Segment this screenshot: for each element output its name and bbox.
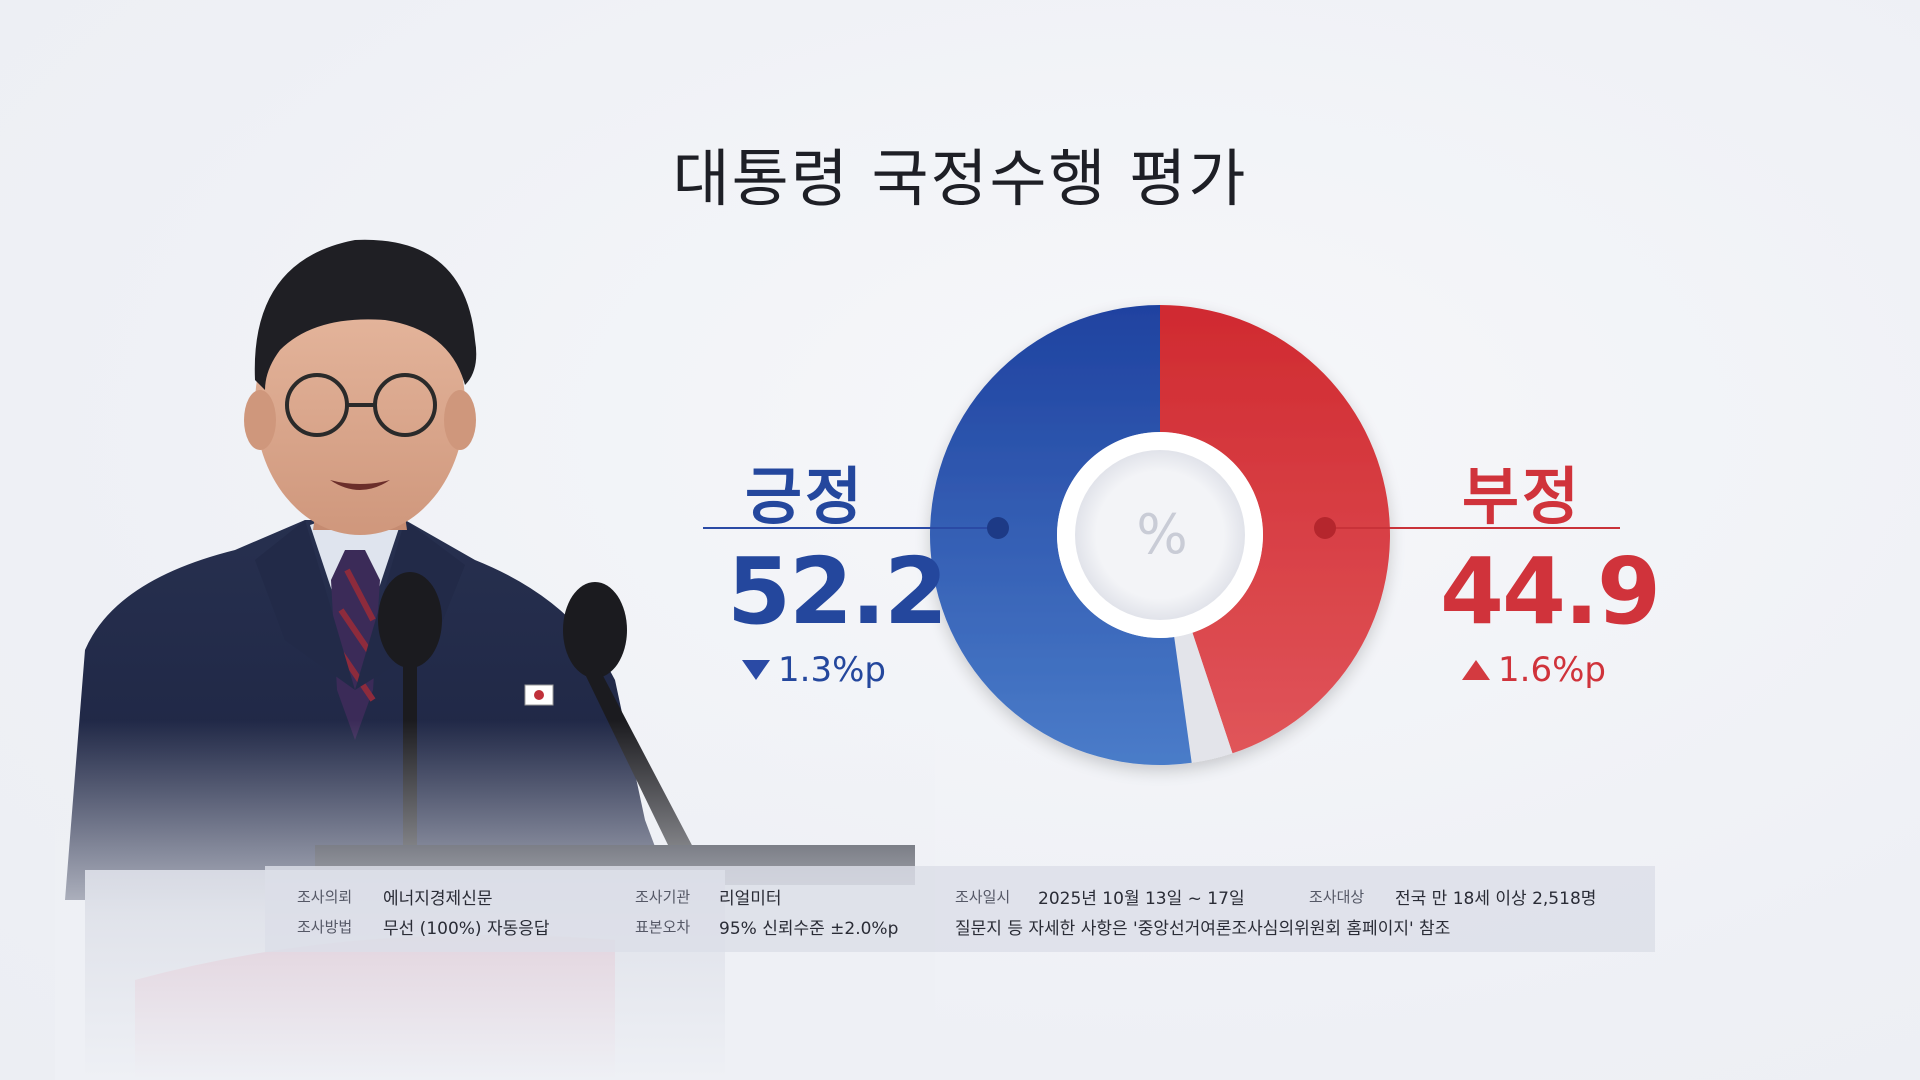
agency-value: 리얼미터: [719, 889, 782, 909]
up-triangle-icon: [1462, 660, 1490, 680]
sponsor-key: 조사의뢰: [297, 888, 353, 906]
error-key: 표본오차: [635, 918, 691, 936]
positive-change: 1.3%p: [742, 650, 886, 690]
negative-change-text: 1.6%p: [1498, 650, 1606, 690]
donut-slice-negative: [1160, 305, 1391, 754]
negative-label: 부정: [1462, 460, 1583, 533]
positive-change-text: 1.3%p: [778, 650, 886, 690]
method-value: 무선 (100%) 자동응답: [383, 919, 550, 939]
donut-slice-positive: [930, 305, 1192, 766]
sponsor-value: 에너지경제신문: [383, 889, 493, 909]
survey-info-panel: 조사의뢰 에너지경제신문 조사기관 리얼미터 조사일시 2025년 10월 13…: [265, 866, 1655, 952]
date-key: 조사일시: [955, 888, 1011, 906]
negative-change: 1.6%p: [1462, 650, 1606, 690]
target-value: 전국 만 18세 이상 2,518명: [1395, 889, 1597, 909]
donut-slice-remainder: [1174, 632, 1233, 763]
method-key: 조사방법: [297, 918, 353, 936]
negative-value: 44.9: [1440, 538, 1661, 645]
positive-value: 52.2: [727, 538, 948, 645]
target-key: 조사대상: [1309, 888, 1365, 906]
center-label: %: [1136, 503, 1187, 566]
error-value: 95% 신뢰수준 ±2.0%p: [719, 919, 899, 939]
chart-title: 대통령 국정수행 평가: [672, 142, 1248, 215]
date-value: 2025년 10월 13일 ~ 17일: [1038, 889, 1245, 909]
negative-leader-dot: [1314, 517, 1336, 539]
donut-hole: [1075, 450, 1245, 620]
survey-note: 질문지 등 자세한 사항은 '중앙선거여론조사심의위원회 홈페이지' 참조: [955, 919, 1451, 939]
agency-key: 조사기관: [635, 888, 691, 906]
down-triangle-icon: [742, 660, 770, 680]
positive-label: 긍정: [745, 460, 866, 533]
positive-leader-dot: [987, 517, 1009, 539]
